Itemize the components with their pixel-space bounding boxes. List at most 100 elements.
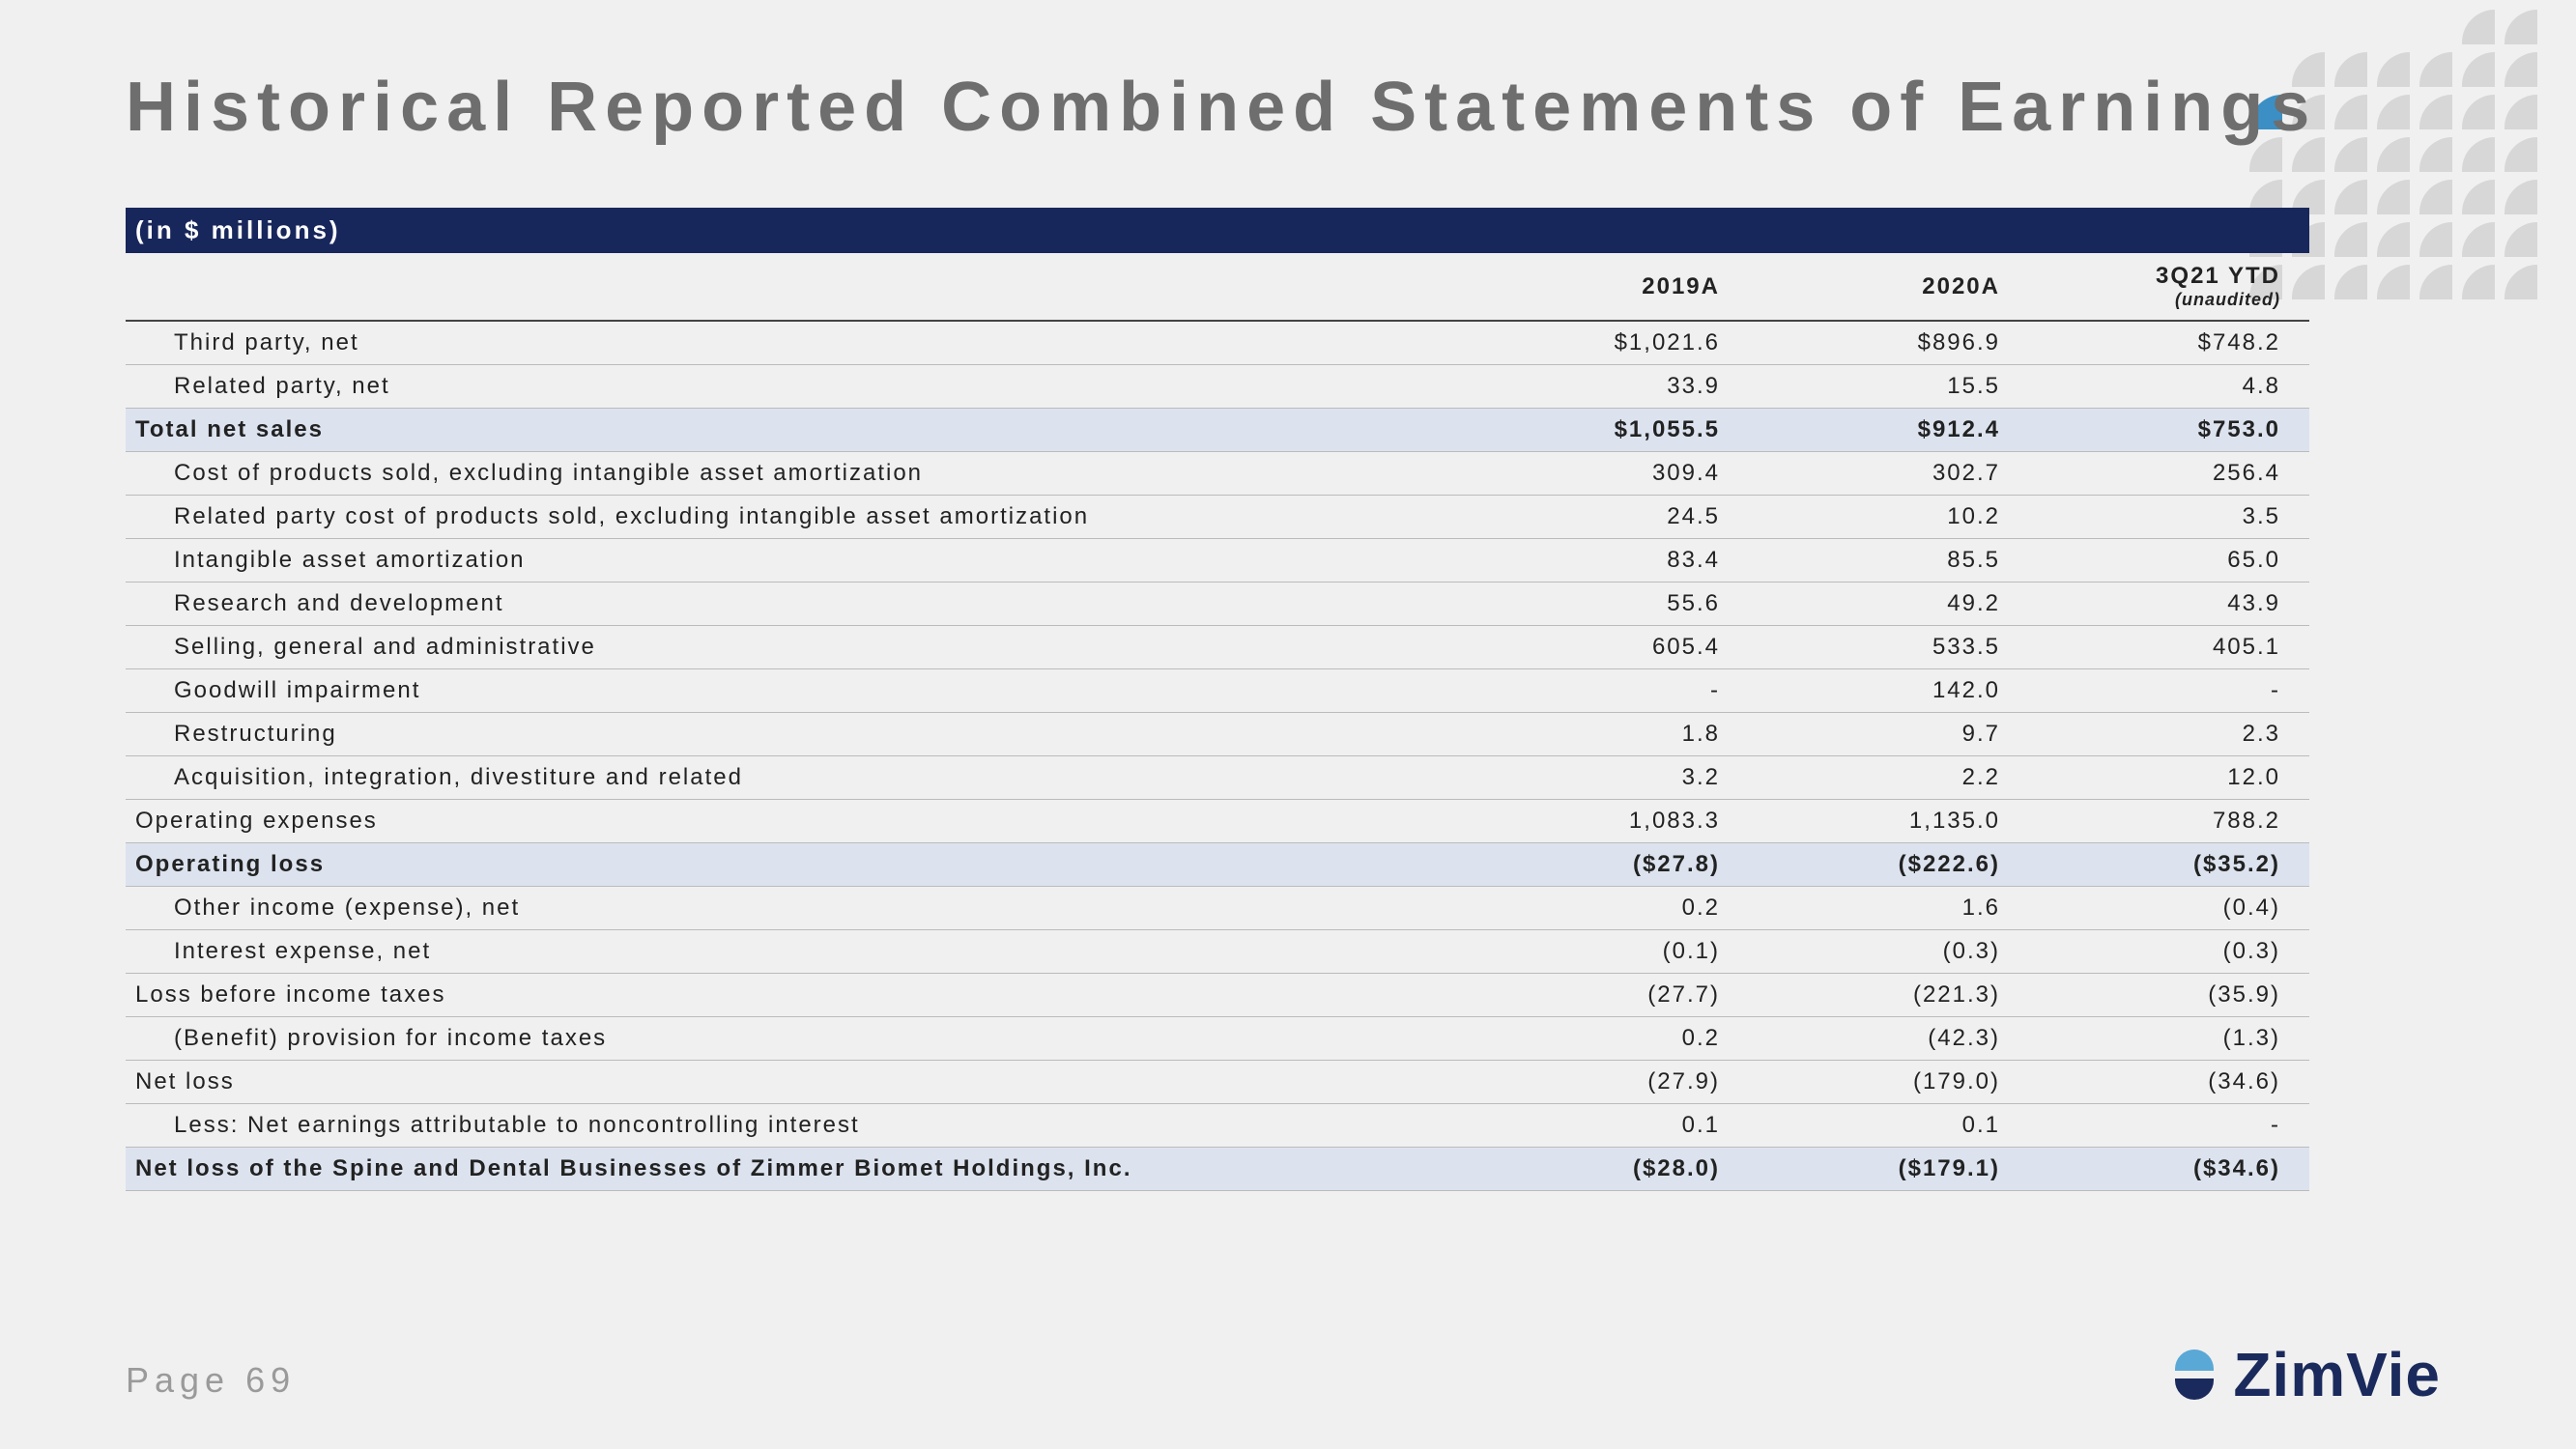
table-row: Total net sales$1,055.5$912.4$753.0 xyxy=(126,409,2309,452)
row-value: 1.6 xyxy=(1749,887,2029,930)
row-value: $1,021.6 xyxy=(1469,321,1749,365)
row-value: - xyxy=(2029,669,2309,713)
table-row: Less: Net earnings attributable to nonco… xyxy=(126,1104,2309,1148)
row-label: Other income (expense), net xyxy=(126,887,1469,930)
row-value: (0.3) xyxy=(1749,930,2029,974)
logo-mark-icon xyxy=(2165,1346,2223,1404)
row-label: (Benefit) provision for income taxes xyxy=(126,1017,1469,1061)
row-value: 3.5 xyxy=(2029,496,2309,539)
row-label: Intangible asset amortization xyxy=(126,539,1469,582)
table-row: Selling, general and administrative605.4… xyxy=(126,626,2309,669)
row-value: (42.3) xyxy=(1749,1017,2029,1061)
column-header: 3Q21 YTD(unaudited) xyxy=(2029,253,2309,321)
row-label: Related party, net xyxy=(126,365,1469,409)
row-value: 0.1 xyxy=(1469,1104,1749,1148)
row-label: Net loss xyxy=(126,1061,1469,1104)
row-value: (34.6) xyxy=(2029,1061,2309,1104)
column-header: 2020A xyxy=(1749,253,2029,321)
table-row: Acquisition, integration, divestiture an… xyxy=(126,756,2309,800)
row-value: 302.7 xyxy=(1749,452,2029,496)
row-value: 1.8 xyxy=(1469,713,1749,756)
row-value: 0.1 xyxy=(1749,1104,2029,1148)
table-header-label: (in $ millions) xyxy=(126,208,2309,253)
table-row: Net loss(27.9)(179.0)(34.6) xyxy=(126,1061,2309,1104)
row-value: 15.5 xyxy=(1749,365,2029,409)
row-label: Less: Net earnings attributable to nonco… xyxy=(126,1104,1469,1148)
row-value: (0.1) xyxy=(1469,930,1749,974)
row-value: $912.4 xyxy=(1749,409,2029,452)
row-value: (179.0) xyxy=(1749,1061,2029,1104)
table-row: Other income (expense), net0.21.6(0.4) xyxy=(126,887,2309,930)
row-value: 9.7 xyxy=(1749,713,2029,756)
row-value: 24.5 xyxy=(1469,496,1749,539)
row-value: (0.4) xyxy=(2029,887,2309,930)
row-value: 85.5 xyxy=(1749,539,2029,582)
row-label: Selling, general and administrative xyxy=(126,626,1469,669)
table-row: Interest expense, net(0.1)(0.3)(0.3) xyxy=(126,930,2309,974)
row-value: 405.1 xyxy=(2029,626,2309,669)
row-value: ($34.6) xyxy=(2029,1148,2309,1191)
page-number: Page 69 xyxy=(126,1360,296,1401)
row-label: Acquisition, integration, divestiture an… xyxy=(126,756,1469,800)
row-value: - xyxy=(2029,1104,2309,1148)
table-row: Related party, net33.915.54.8 xyxy=(126,365,2309,409)
table-row: Intangible asset amortization83.485.565.… xyxy=(126,539,2309,582)
row-value: ($28.0) xyxy=(1469,1148,1749,1191)
row-value: (1.3) xyxy=(2029,1017,2309,1061)
row-label: Loss before income taxes xyxy=(126,974,1469,1017)
row-value: 605.4 xyxy=(1469,626,1749,669)
table-row: (Benefit) provision for income taxes0.2(… xyxy=(126,1017,2309,1061)
row-value: 2.3 xyxy=(2029,713,2309,756)
table-row: Research and development55.649.243.9 xyxy=(126,582,2309,626)
row-value: 4.8 xyxy=(2029,365,2309,409)
row-value: 1,135.0 xyxy=(1749,800,2029,843)
row-value: 309.4 xyxy=(1469,452,1749,496)
row-value: 142.0 xyxy=(1749,669,2029,713)
row-value: 3.2 xyxy=(1469,756,1749,800)
table-row: Net loss of the Spine and Dental Busines… xyxy=(126,1148,2309,1191)
row-value: 788.2 xyxy=(2029,800,2309,843)
row-value: 0.2 xyxy=(1469,887,1749,930)
row-value: ($35.2) xyxy=(2029,843,2309,887)
column-header-blank xyxy=(126,253,1469,321)
table-row: Cost of products sold, excluding intangi… xyxy=(126,452,2309,496)
logo-text: ZimVie xyxy=(2233,1339,2441,1410)
row-label: Related party cost of products sold, exc… xyxy=(126,496,1469,539)
row-label: Restructuring xyxy=(126,713,1469,756)
row-value: 533.5 xyxy=(1749,626,2029,669)
row-value: 256.4 xyxy=(2029,452,2309,496)
company-logo: ZimVie xyxy=(2165,1339,2441,1410)
table-row: Operating expenses1,083.31,135.0788.2 xyxy=(126,800,2309,843)
row-label: Operating expenses xyxy=(126,800,1469,843)
row-value: 49.2 xyxy=(1749,582,2029,626)
row-value: $753.0 xyxy=(2029,409,2309,452)
row-value: ($222.6) xyxy=(1749,843,2029,887)
row-label: Operating loss xyxy=(126,843,1469,887)
row-value: 55.6 xyxy=(1469,582,1749,626)
table-row: Third party, net$1,021.6$896.9$748.2 xyxy=(126,321,2309,365)
table-row: Loss before income taxes(27.7)(221.3)(35… xyxy=(126,974,2309,1017)
table-row: Restructuring1.89.72.3 xyxy=(126,713,2309,756)
page: Historical Reported Combined Statements … xyxy=(0,0,2576,1449)
row-value: (221.3) xyxy=(1749,974,2029,1017)
row-value: 43.9 xyxy=(2029,582,2309,626)
row-value: (0.3) xyxy=(2029,930,2309,974)
row-value: 33.9 xyxy=(1469,365,1749,409)
row-value: ($179.1) xyxy=(1749,1148,2029,1191)
table-row: Related party cost of products sold, exc… xyxy=(126,496,2309,539)
row-label: Goodwill impairment xyxy=(126,669,1469,713)
row-value: - xyxy=(1469,669,1749,713)
row-label: Research and development xyxy=(126,582,1469,626)
column-header: 2019A xyxy=(1469,253,1749,321)
row-label: Net loss of the Spine and Dental Busines… xyxy=(126,1148,1469,1191)
row-value: $896.9 xyxy=(1749,321,2029,365)
row-value: $748.2 xyxy=(2029,321,2309,365)
row-label: Third party, net xyxy=(126,321,1469,365)
row-value: (35.9) xyxy=(2029,974,2309,1017)
row-label: Total net sales xyxy=(126,409,1469,452)
row-value: ($27.8) xyxy=(1469,843,1749,887)
row-value: 83.4 xyxy=(1469,539,1749,582)
page-title: Historical Reported Combined Statements … xyxy=(126,68,2317,147)
row-value: $1,055.5 xyxy=(1469,409,1749,452)
row-value: 0.2 xyxy=(1469,1017,1749,1061)
